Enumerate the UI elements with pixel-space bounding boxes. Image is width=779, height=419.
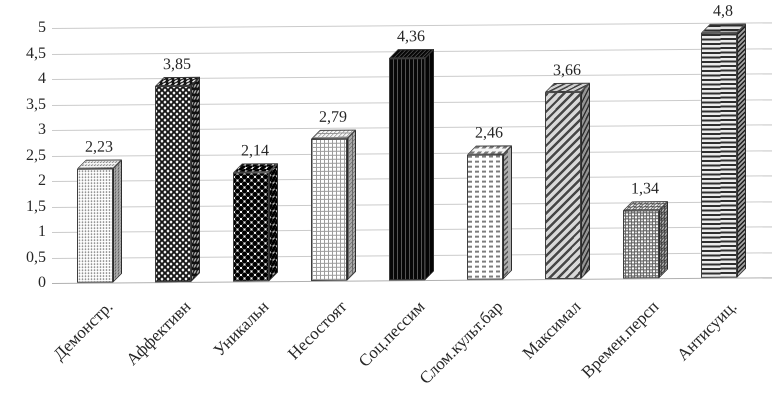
bar-value-label: 3,66 (553, 62, 581, 80)
bar-side-face (659, 200, 668, 279)
bar (389, 57, 425, 281)
bar-side-face (347, 129, 356, 281)
bar-value-label: 2,14 (241, 142, 269, 160)
bar (233, 172, 269, 282)
bar-side-face (581, 83, 590, 279)
y-tick-label: 2 (38, 172, 46, 189)
y-tick-label: 4 (38, 70, 46, 87)
y-tick-label: 0 (38, 274, 46, 291)
y-tick-label: 2,5 (26, 146, 46, 164)
bar-value-label: 1,34 (631, 179, 659, 198)
bar-side-face (269, 163, 278, 282)
bar-value-label: 4,36 (397, 27, 425, 45)
bar-side-face (113, 159, 122, 283)
bar-side-face (425, 48, 434, 281)
bar-value-label: 4,8 (713, 2, 733, 20)
bar-value-label: 2,23 (85, 138, 113, 157)
y-tick-label: 3 (38, 121, 46, 138)
y-tick-label: 0,5 (26, 248, 46, 266)
y-tick-label: 1 (38, 223, 46, 240)
bar (77, 168, 113, 283)
y-tick-label: 4,5 (26, 44, 46, 62)
y-tick-label: 5 (38, 19, 46, 36)
bar (545, 92, 581, 280)
bar (155, 85, 191, 283)
bar (311, 138, 347, 281)
bar-side-face (503, 144, 512, 280)
y-tick-label: 1,5 (26, 197, 46, 215)
bar-value-label: 3,85 (163, 55, 191, 73)
bar (623, 209, 659, 279)
bar-side-face (191, 76, 200, 282)
bar (701, 32, 737, 278)
bar-value-label: 2,46 (475, 123, 503, 142)
bar-side-face (737, 23, 746, 278)
y-tick-label: 3,5 (26, 95, 46, 113)
bar-value-label: 2,79 (319, 108, 347, 126)
bar (467, 153, 503, 280)
